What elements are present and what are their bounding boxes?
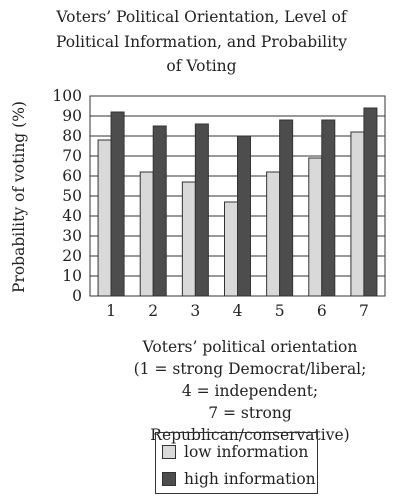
- legend-swatch-high-information: [162, 472, 176, 486]
- legend: low information high information: [155, 432, 318, 494]
- bar-low-information-2: [139, 171, 154, 297]
- y-tick-label-30: 30: [62, 227, 82, 245]
- y-tick-label-90: 90: [62, 107, 82, 125]
- y-tick-label-50: 50: [62, 187, 82, 205]
- bar-low-information-7: [350, 131, 365, 297]
- legend-label-high-information: high information: [184, 470, 316, 488]
- chart-plot: Probability of voting (%) 0 10 20 30 40 50 60 7…: [10, 87, 386, 320]
- y-tick-label-60: 60: [62, 167, 82, 185]
- x-axis-title: Voters’ political orientation (1 = stron…: [110, 336, 390, 446]
- x-tick-label-1: 1: [106, 302, 116, 320]
- y-tick-label-20: 20: [62, 247, 82, 265]
- y-axis-label: Probability of voting (%): [10, 101, 28, 293]
- x-tick-label-5: 5: [275, 302, 285, 320]
- legend-label-low-information: low information: [184, 443, 309, 461]
- legend-item-high-information: high information: [162, 469, 316, 489]
- x-tick-label-2: 2: [148, 302, 158, 320]
- bar-low-information-1: [97, 139, 112, 297]
- y-tick-label-10: 10: [62, 267, 82, 285]
- x-tick-label-7: 7: [359, 302, 369, 320]
- y-tick-label-40: 40: [62, 207, 82, 225]
- y-tick-label-80: 80: [62, 127, 82, 145]
- bar-high-information-3: [194, 123, 209, 297]
- chart-title-line-1: Voters’ Political Orientation, Level of: [56, 8, 347, 26]
- chart-title-line-3: of Voting: [166, 57, 237, 75]
- bar-low-information-5: [266, 171, 281, 297]
- bar-high-information-6: [321, 119, 336, 297]
- y-tick-label-100: 100: [52, 87, 82, 105]
- x-axis-title-line-2: (1 = strong Democrat/liberal;: [133, 360, 367, 378]
- legend-swatch-low-information: [162, 445, 176, 459]
- bar-high-information-2: [152, 125, 167, 297]
- x-axis-title-line-3: 4 = independent;: [181, 382, 319, 400]
- y-tick-label-0: 0: [72, 287, 82, 305]
- x-tick-label-4: 4: [233, 302, 243, 320]
- bar-low-information-3: [181, 181, 196, 297]
- y-tick-label-70: 70: [62, 147, 82, 165]
- bar-high-information-5: [279, 119, 294, 297]
- bar-high-information-1: [110, 111, 125, 297]
- legend-item-low-information: low information: [162, 442, 308, 462]
- chart-title-line-2: Political Information, and Probability: [55, 33, 348, 51]
- bar-high-information-7: [363, 107, 378, 297]
- x-axis-title-line-4: 7 = strong Republican/conservative): [150, 404, 350, 444]
- x-tick-label-3: 3: [190, 302, 200, 320]
- x-tick-label-6: 6: [317, 302, 327, 320]
- bar-low-information-6: [308, 157, 323, 297]
- x-axis-title-line-1: Voters’ political orientation: [142, 338, 358, 356]
- bar-low-information-4: [224, 201, 238, 297]
- bar-high-information-4: [237, 135, 251, 297]
- plot-border: [89, 95, 386, 297]
